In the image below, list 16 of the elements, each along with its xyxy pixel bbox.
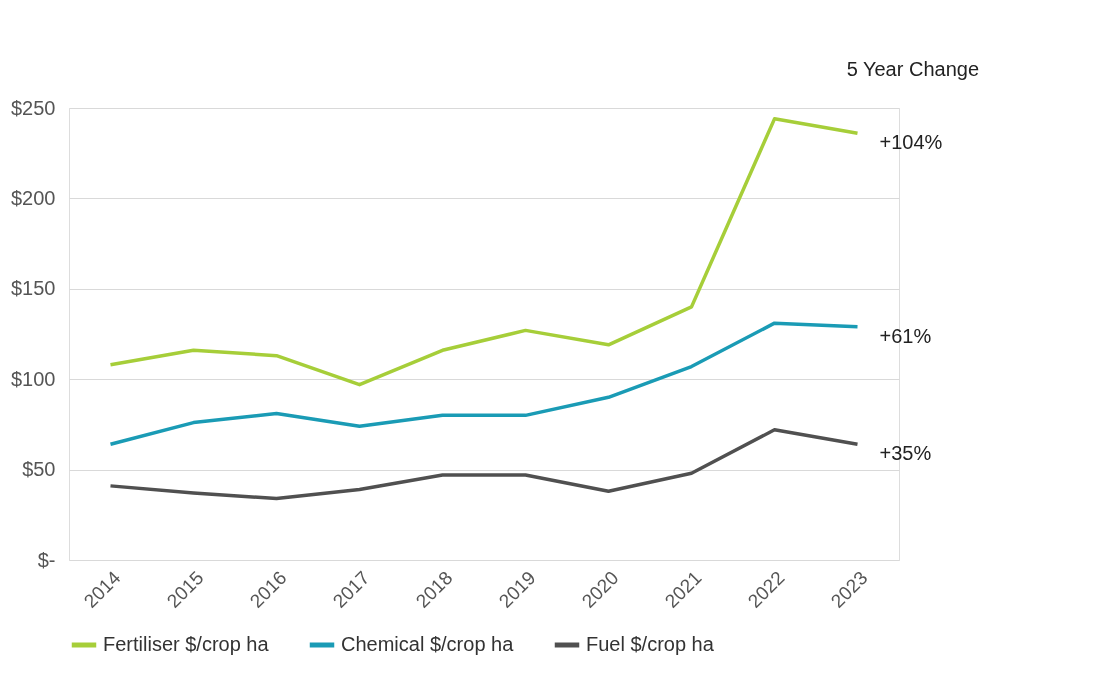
legend-label: Fuel $/crop ha [586,633,715,655]
line-series [108,117,860,387]
annotation: +61% [879,324,932,347]
text: 5 Year Change [846,58,979,80]
y-tick-label: $- [37,548,56,571]
y-tick-label: $50 [22,458,56,481]
y-tick-label: $250 [11,96,56,119]
line-series [108,428,860,501]
legend-label: Chemical $/crop ha [341,633,515,655]
y-tick-label: $100 [11,367,56,390]
annotation: +35% [879,442,932,465]
legend-label: Fertiliser $/crop ha [103,633,270,655]
annotation: +104% [879,131,943,154]
line-series [108,321,860,447]
y-tick-label: $200 [11,186,56,209]
y-tick-label: $150 [11,277,56,300]
